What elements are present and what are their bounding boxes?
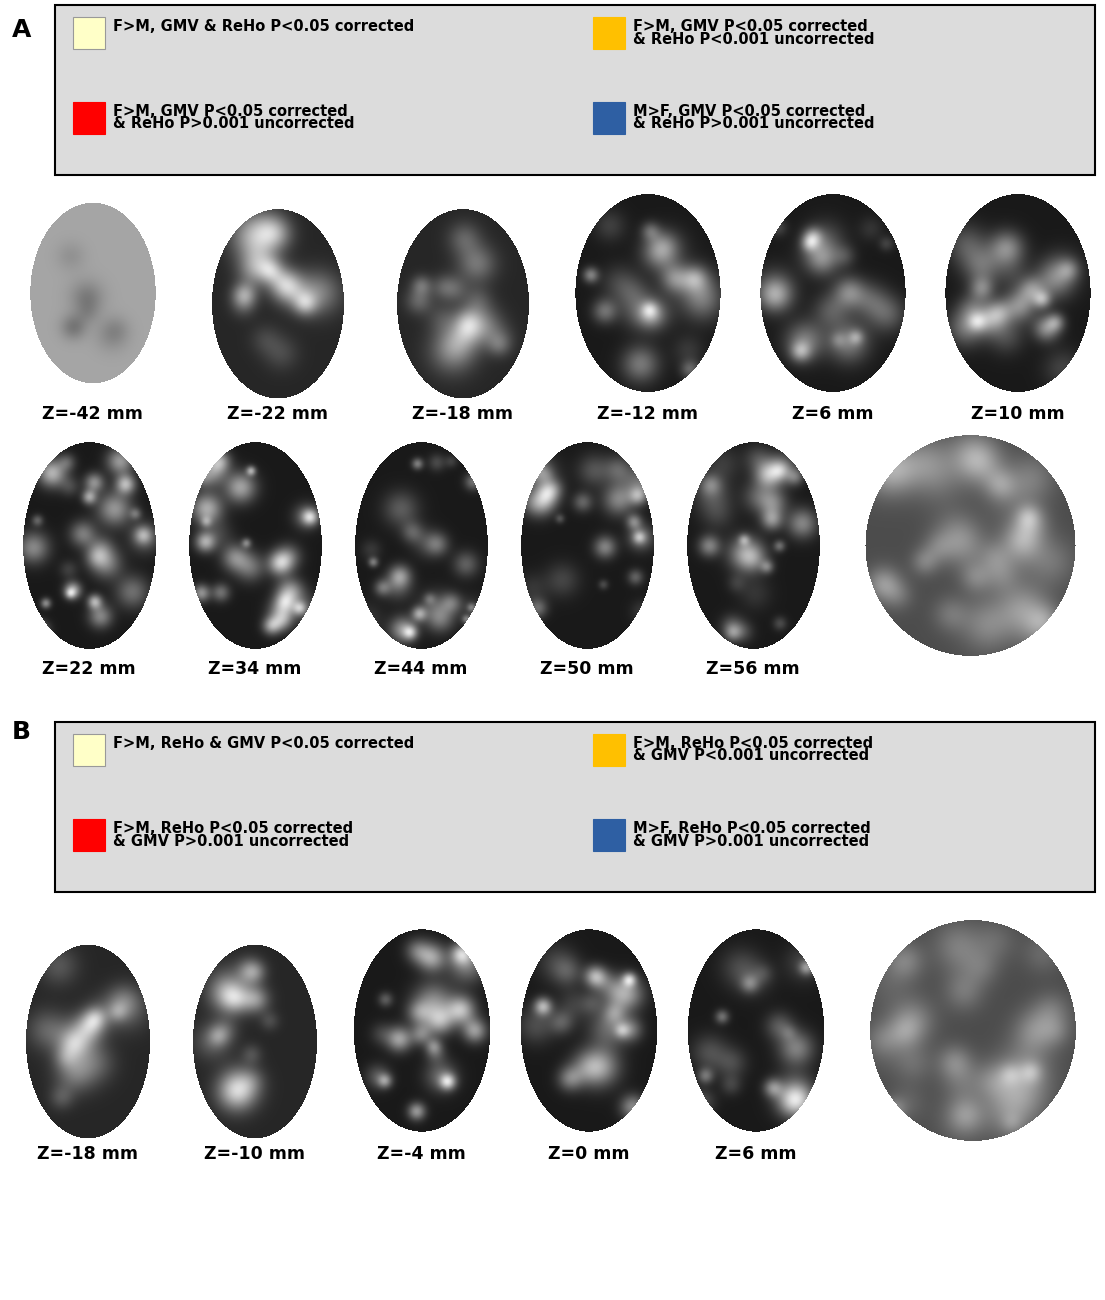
Text: A: A [12,18,31,42]
Text: & ReHo P<0.001 uncorrected: & ReHo P<0.001 uncorrected [633,31,874,47]
Text: Z=6 mm: Z=6 mm [715,1145,797,1164]
Bar [73,17,105,49]
Text: F>M, ReHo P<0.05 corrected: F>M, ReHo P<0.05 corrected [113,822,354,836]
Bar [73,819,105,852]
Text: Z=50 mm: Z=50 mm [540,660,634,679]
Text: Z=56 mm: Z=56 mm [706,660,800,679]
Text: Z=22 mm: Z=22 mm [42,660,136,679]
Text: M>F, GMV P<0.05 corrected: M>F, GMV P<0.05 corrected [633,104,865,120]
Text: F>M, ReHo & GMV P<0.05 corrected: F>M, ReHo & GMV P<0.05 corrected [113,736,414,751]
Text: Z=-22 mm: Z=-22 mm [227,406,328,423]
Text: Z=-18 mm: Z=-18 mm [412,406,513,423]
Bar [73,101,105,134]
Text: Z=-10 mm: Z=-10 mm [204,1145,305,1164]
Text: Z=0 mm: Z=0 mm [548,1145,629,1164]
Text: Z=-42 mm: Z=-42 mm [42,406,143,423]
Text: F>M, GMV P<0.05 corrected: F>M, GMV P<0.05 corrected [113,104,348,120]
Bar [55,5,1095,176]
Bar [593,101,625,134]
Text: & ReHo P>0.001 uncorrected: & ReHo P>0.001 uncorrected [633,117,874,131]
Text: F>M, GMV P<0.05 corrected: F>M, GMV P<0.05 corrected [633,20,867,34]
Text: & GMV P>0.001 uncorrected: & GMV P>0.001 uncorrected [633,833,870,849]
Text: B: B [12,720,31,744]
Text: & GMV P>0.001 uncorrected: & GMV P>0.001 uncorrected [113,833,349,849]
Text: F>M, GMV & ReHo P<0.05 corrected: F>M, GMV & ReHo P<0.05 corrected [113,20,414,34]
Bar [593,734,625,766]
Text: Z=10 mm: Z=10 mm [970,406,1064,423]
Text: Z=44 mm: Z=44 mm [375,660,467,679]
Text: Z=-4 mm: Z=-4 mm [377,1145,466,1164]
Text: Z=-18 mm: Z=-18 mm [36,1145,138,1164]
Bar [73,734,105,766]
Text: & ReHo P>0.001 uncorrected: & ReHo P>0.001 uncorrected [113,117,355,131]
Text: F>M, ReHo P<0.05 corrected: F>M, ReHo P<0.05 corrected [633,736,873,751]
Text: & GMV P<0.001 uncorrected: & GMV P<0.001 uncorrected [633,749,870,763]
Bar [593,819,625,852]
Text: Z=6 mm: Z=6 mm [792,406,873,423]
Text: Z=-12 mm: Z=-12 mm [597,406,698,423]
Bar [55,722,1095,892]
Text: Z=34 mm: Z=34 mm [209,660,302,679]
Bar [593,17,625,49]
Text: M>F, ReHo P<0.05 corrected: M>F, ReHo P<0.05 corrected [633,822,871,836]
